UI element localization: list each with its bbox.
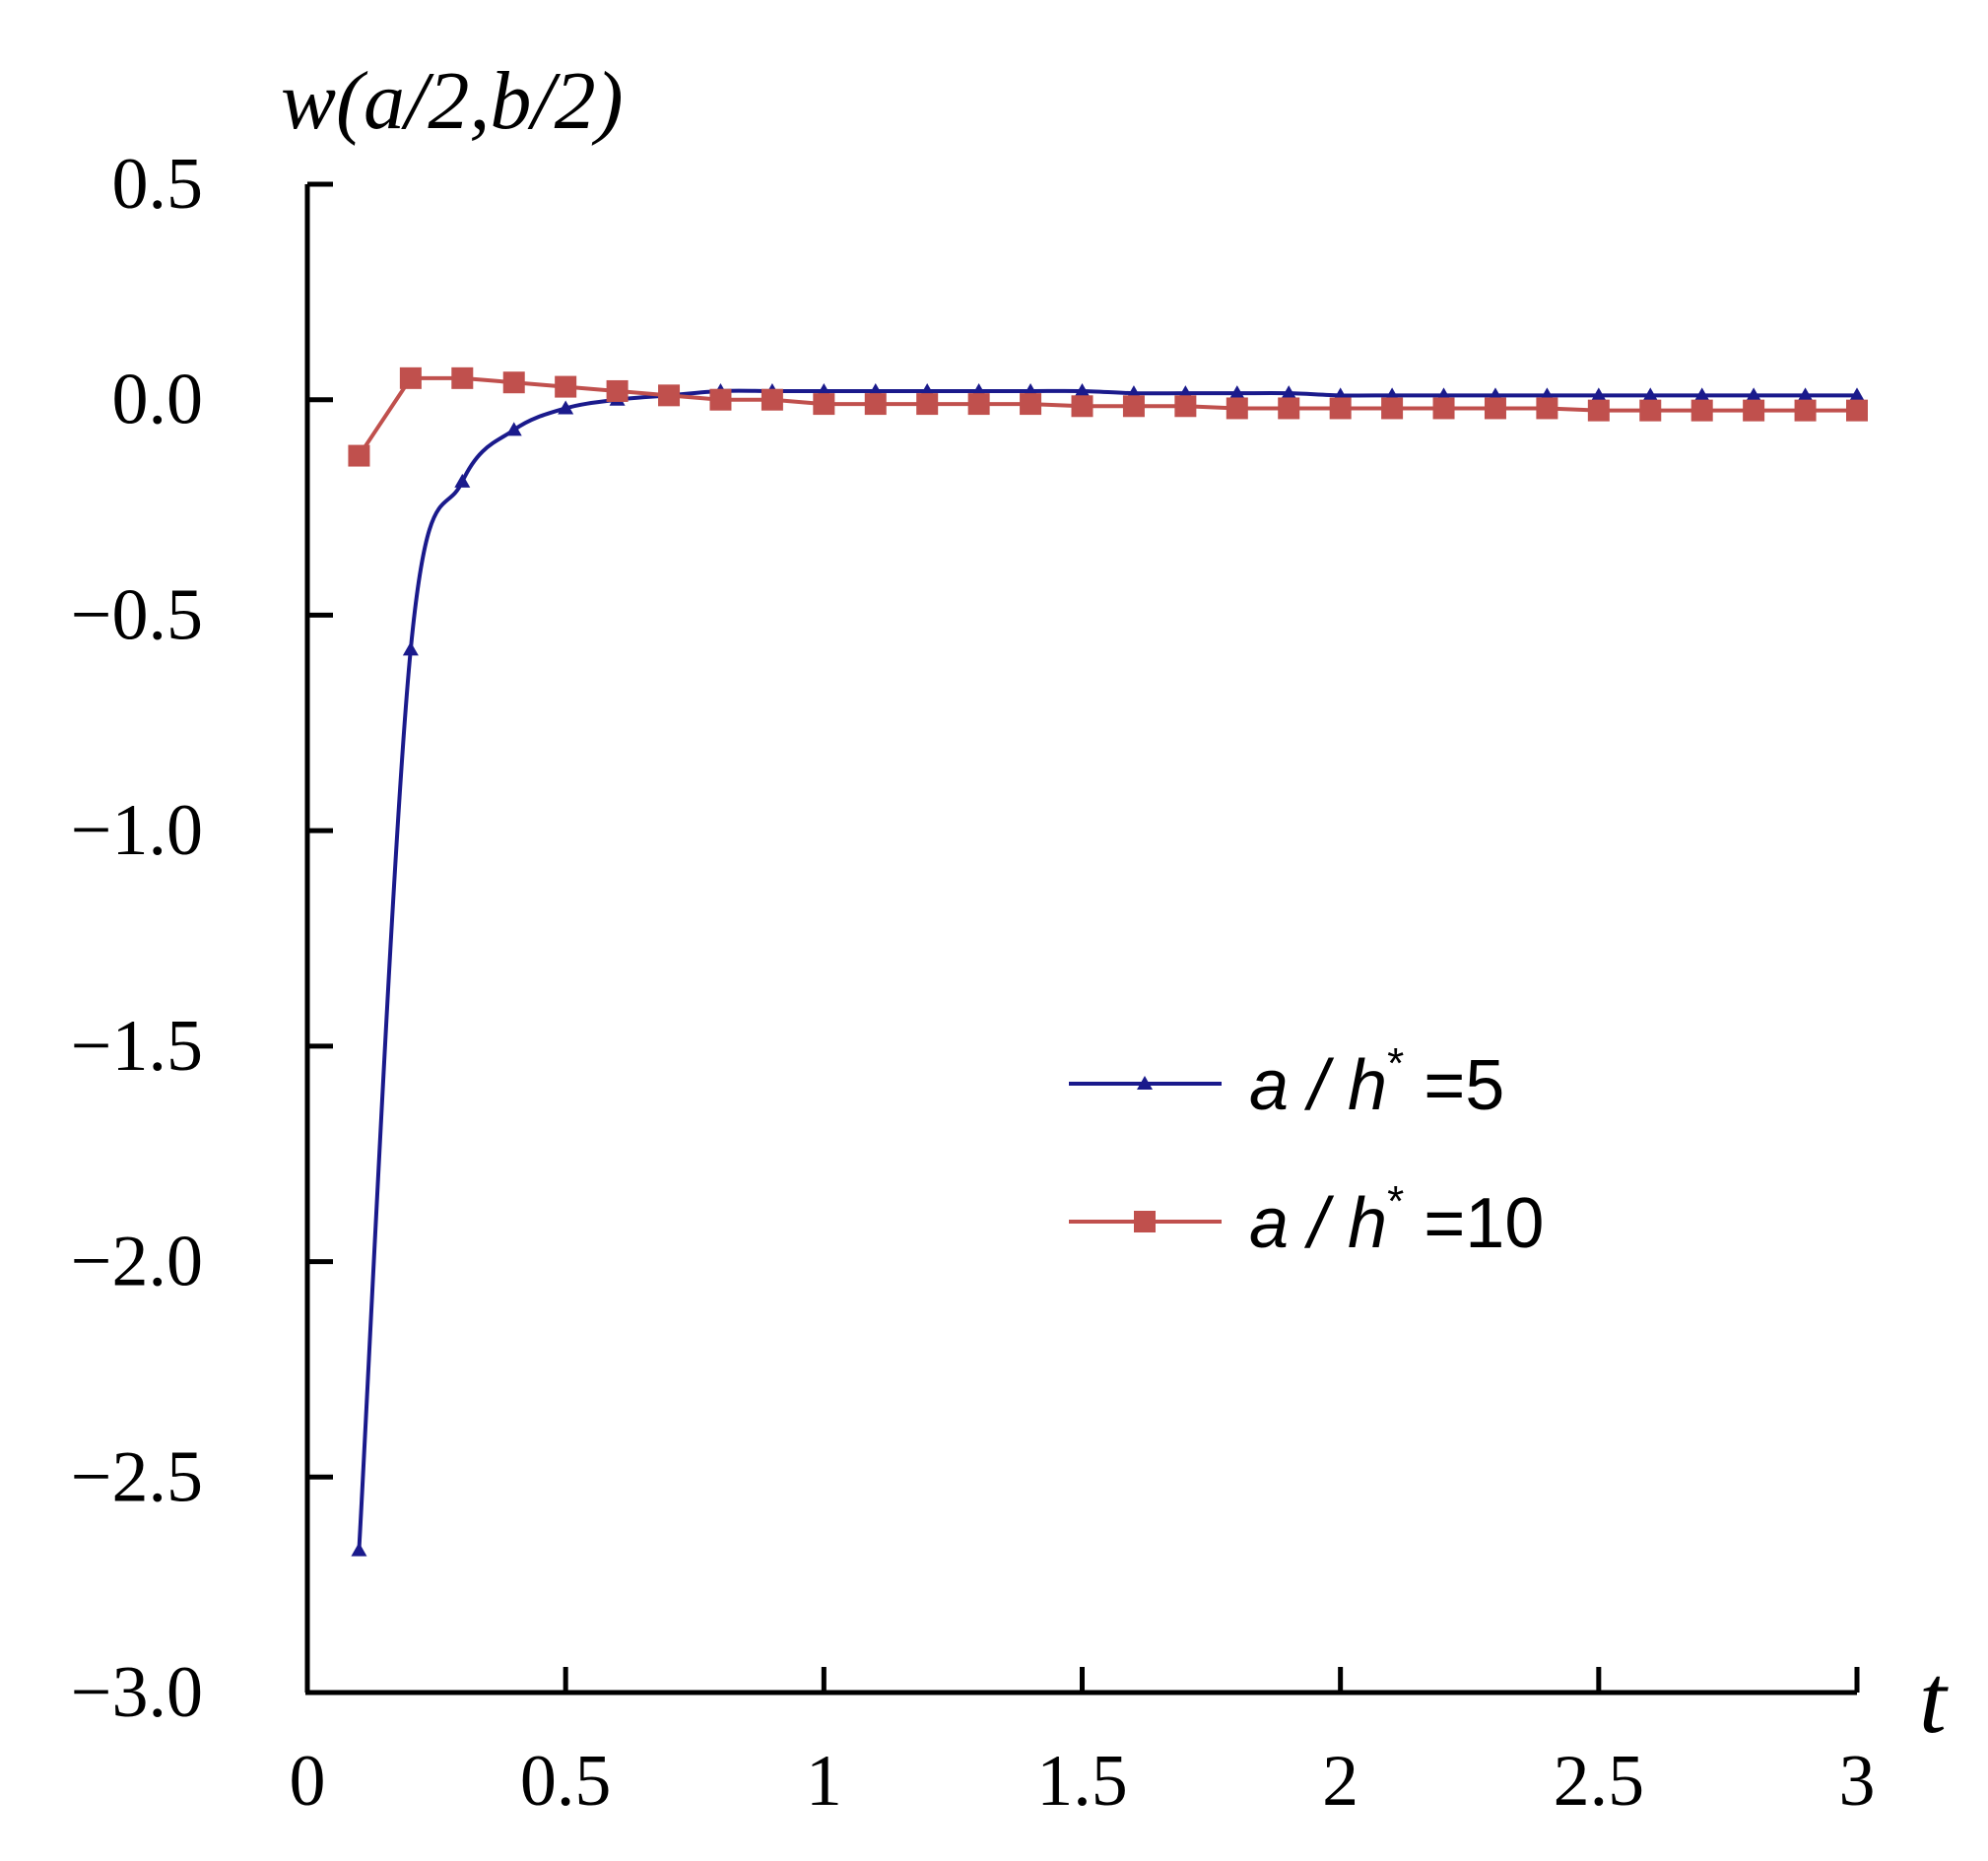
data-point — [1797, 387, 1814, 402]
data-point — [402, 641, 419, 656]
data-point — [555, 375, 577, 398]
data-point — [1020, 393, 1042, 416]
x-tick-label: 1 — [806, 1741, 842, 1822]
y-tick-label: −2.5 — [71, 1436, 203, 1517]
data-point — [1432, 397, 1455, 420]
y-tick-label: −0.5 — [71, 574, 203, 655]
x-tick-label: 1.5 — [1036, 1741, 1128, 1822]
data-point — [1122, 395, 1145, 418]
data-point — [658, 384, 681, 407]
data-point — [1590, 387, 1607, 402]
x-tick-label: 3 — [1839, 1741, 1876, 1822]
x-tick-label: 2 — [1322, 1741, 1358, 1822]
x-tick-label: 0 — [290, 1741, 326, 1822]
data-point — [606, 379, 629, 402]
data-point — [967, 393, 990, 416]
data-point — [1484, 397, 1506, 420]
data-point — [1849, 387, 1865, 402]
data-point — [451, 366, 474, 389]
data-point — [1639, 399, 1662, 422]
data-point — [1746, 387, 1762, 402]
data-point — [1381, 397, 1404, 420]
data-point — [399, 366, 422, 389]
data-point — [1278, 397, 1300, 420]
y-tick-label: −2.0 — [71, 1222, 203, 1302]
x-axis-label: t — [1919, 1644, 1949, 1754]
data-point — [1226, 397, 1248, 420]
legend-swatch-marker — [1134, 1211, 1156, 1232]
data-point — [864, 393, 887, 416]
legend-label: a / h* =5 — [1249, 1039, 1504, 1125]
data-point — [761, 388, 783, 411]
data-point — [1281, 385, 1297, 400]
legend: a / h* =5 a / h* =10 — [1069, 1039, 1544, 1263]
data-point — [1536, 397, 1558, 420]
y-tick-label: −3.0 — [71, 1652, 203, 1733]
legend-label: a / h* =10 — [1249, 1177, 1544, 1263]
y-tick-label: 0.0 — [112, 360, 204, 440]
data-point — [1329, 397, 1352, 420]
y-axis-label: w(a/2,b/2) — [281, 55, 624, 147]
series-1 — [351, 382, 1865, 1557]
legend-item-1: a / h* =5 — [1069, 1039, 1504, 1125]
data-point — [1587, 399, 1610, 422]
data-point — [1690, 399, 1713, 422]
series-layer — [348, 366, 1868, 1557]
data-point — [1074, 382, 1091, 397]
data-point — [1743, 399, 1765, 422]
data-point — [502, 371, 525, 394]
data-point — [916, 393, 939, 416]
legend-swatch-marker — [1137, 1076, 1153, 1090]
series-2 — [348, 366, 1868, 467]
data-point — [709, 388, 732, 411]
x-tick-label: 0.5 — [520, 1741, 612, 1822]
data-point — [558, 400, 574, 415]
data-point — [454, 473, 471, 488]
data-point — [348, 444, 370, 467]
data-point — [1071, 395, 1093, 418]
x-tick-label: 2.5 — [1554, 1741, 1645, 1822]
data-point — [1846, 399, 1868, 422]
y-tick-label: 0.5 — [112, 144, 204, 225]
x-ticks: 0 0.5 1 1.5 2 2.5 3 — [290, 1667, 1876, 1822]
data-point — [505, 422, 522, 436]
y-tick-label: −1.5 — [71, 1006, 203, 1087]
data-point — [1794, 399, 1817, 422]
legend-item-2: a / h* =10 — [1069, 1177, 1544, 1263]
data-point — [1693, 387, 1710, 402]
series-line — [357, 388, 1858, 1551]
data-point — [813, 393, 835, 416]
data-point — [1228, 385, 1245, 400]
y-tick-label: −1.0 — [71, 790, 203, 871]
series-line — [357, 375, 1857, 457]
y-ticks: 0.5 0.0 −0.5 −1.0 −1.5 −2.0 −2.5 −3.0 — [71, 144, 333, 1733]
data-point — [351, 1542, 367, 1557]
data-point — [1642, 387, 1659, 402]
data-point — [1174, 395, 1197, 418]
